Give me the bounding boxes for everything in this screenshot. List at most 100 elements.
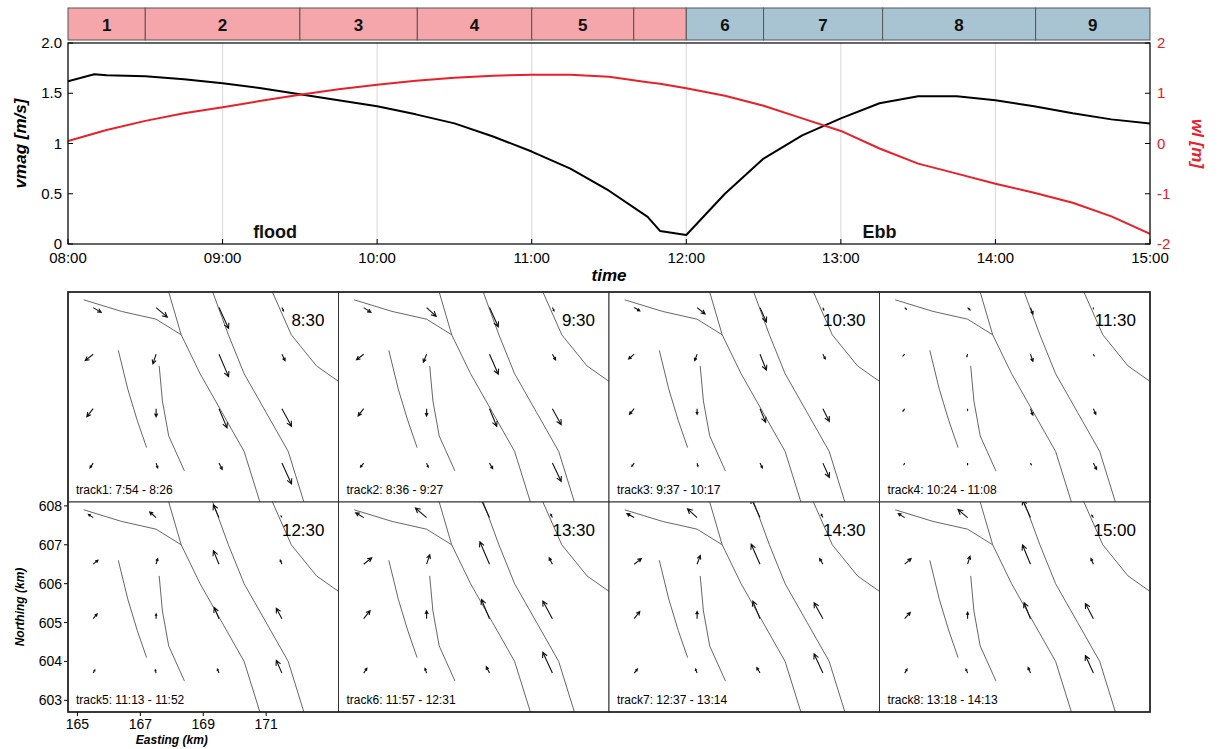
phase-segment — [764, 8, 883, 40]
channel-bank — [543, 292, 609, 381]
velocity-arrow — [696, 409, 698, 415]
velocity-arrow — [358, 409, 364, 416]
velocity-arrow — [903, 409, 905, 411]
panel-time: 8:30 — [291, 311, 324, 330]
map-panel: 12:30track5: 11:13 - 11:52 — [68, 502, 339, 712]
velocity-arrow — [152, 354, 156, 364]
tick — [840, 239, 841, 244]
velocity-arrow — [552, 308, 554, 311]
panel-frame — [68, 502, 339, 712]
velocity-arrow — [364, 308, 371, 313]
channel-bank — [169, 502, 260, 712]
map-panel: 9:30track2: 8:36 - 9:27 — [339, 292, 610, 502]
tick-label: 169 — [192, 716, 216, 732]
tick — [1145, 244, 1150, 245]
velocity-arrow — [93, 308, 101, 313]
tick-label: 606 — [39, 576, 63, 592]
velocity-arrow — [751, 502, 760, 518]
tick — [1145, 143, 1150, 144]
velocity-arrow — [552, 409, 561, 425]
axis-title: wl [m] — [1188, 119, 1207, 169]
phase-label: 4 — [470, 16, 480, 35]
channel-bank — [895, 510, 993, 545]
velocity-arrow — [427, 463, 429, 467]
velocity-arrow — [276, 608, 282, 618]
tick-label: 165 — [66, 716, 90, 732]
axis-title: Northing (km) — [13, 568, 27, 647]
velocity-arrow — [632, 463, 634, 466]
label-bg — [343, 481, 448, 497]
channel-bank — [710, 502, 801, 712]
channel-bank — [272, 502, 338, 591]
tick — [377, 239, 378, 244]
panel-time: 12:30 — [282, 521, 325, 540]
velocity-arrow — [1085, 656, 1093, 674]
channel-bank — [118, 350, 146, 447]
channel-bank — [1084, 502, 1150, 591]
tick-label: 12:00 — [668, 249, 706, 266]
velocity-arrow — [697, 463, 698, 466]
velocity-arrow — [760, 354, 767, 370]
phase-label: 9 — [1088, 16, 1097, 35]
velocity-arrow — [486, 667, 489, 673]
velocity-arrow — [361, 463, 364, 467]
velocity-arrow — [760, 308, 767, 322]
velocity-arrow — [694, 354, 697, 360]
velocity-arrow — [85, 354, 93, 360]
velocity-arrow — [156, 463, 158, 468]
velocity-arrow — [425, 611, 428, 619]
velocity-arrow — [822, 308, 824, 310]
velocity-arrow — [155, 614, 157, 619]
velocity-arrow — [282, 409, 292, 427]
axis-title: time — [592, 266, 627, 285]
panel-frame — [880, 502, 1151, 712]
map-panel: 15:00track8: 13:18 - 14:13 — [880, 500, 1151, 712]
panel-content — [84, 292, 339, 502]
axis-title: Easting (km) — [136, 733, 208, 747]
tick — [222, 239, 223, 244]
annotation: flood — [253, 222, 297, 242]
channel-bank — [169, 292, 260, 502]
velocity-arrow — [752, 601, 760, 619]
tick-label: 10:00 — [358, 249, 396, 266]
velocity-arrow — [760, 463, 762, 468]
panel-frame — [339, 502, 610, 712]
velocity-arrow — [213, 505, 219, 518]
panel-content — [354, 502, 609, 712]
channel-bank — [930, 350, 958, 447]
tick-label: 1 — [54, 135, 62, 152]
tick-label: 608 — [39, 498, 63, 514]
channel-bank — [430, 366, 455, 471]
velocity-arrow — [1093, 463, 1096, 469]
tick-label: 0 — [54, 235, 62, 252]
panel-frame — [68, 292, 339, 502]
channel-bank — [389, 560, 417, 657]
velocity-arrow — [481, 600, 489, 619]
velocity-arrow — [357, 354, 364, 360]
grid-line — [686, 43, 687, 244]
channel-bank — [813, 502, 879, 591]
label-bg — [343, 691, 461, 707]
phase-bar: 123456789 — [68, 8, 1150, 40]
map-panel: 11:30track4: 10:24 - 11:08 — [880, 292, 1151, 502]
grid-line — [377, 43, 378, 244]
tick — [531, 239, 532, 244]
velocity-arrow — [282, 463, 292, 484]
velocity-arrow — [898, 514, 904, 518]
velocity-arrow — [760, 409, 766, 423]
tick — [68, 244, 73, 245]
velocity-arrow — [551, 514, 553, 517]
tick — [1150, 239, 1151, 244]
phase-segment — [686, 8, 763, 40]
velocity-arrow — [697, 308, 705, 314]
map-panel: 14:30track7: 12:37 - 13:14 — [609, 498, 880, 712]
velocity-arrow — [821, 514, 823, 517]
panel-content — [84, 502, 339, 712]
channel-bank — [971, 366, 996, 471]
track-label: track8: 13:18 - 14:13 — [888, 693, 998, 707]
map-panels: 8:30track1: 7:54 - 8:269:30track2: 8:36 … — [13, 292, 1150, 747]
velocity-arrow — [1028, 668, 1031, 674]
velocity-arrow — [696, 612, 699, 619]
track-label: track2: 8:36 - 9:27 — [347, 483, 444, 497]
velocity-arrow — [820, 559, 823, 565]
